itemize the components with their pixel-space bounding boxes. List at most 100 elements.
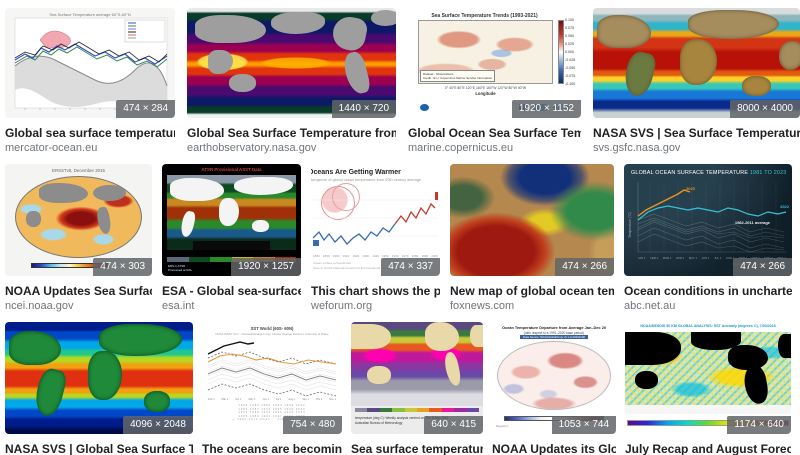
result-title[interactable]: Global Sea Surface Temperature from AMSR… [187, 126, 396, 140]
thumbnail-sst-line-chart[interactable]: Sea Surface Temperature average 60°S-60°… [5, 8, 175, 118]
result-source[interactable]: abc.net.au [624, 300, 676, 312]
result-card[interactable]: 1440 × 720 Global Sea Surface Temperatur… [187, 8, 396, 154]
colorbar [558, 20, 564, 84]
dimensions-badge: 640 × 415 [424, 416, 483, 434]
result-title[interactable]: This chart shows the planet's o... [311, 284, 440, 298]
mollweide-map [15, 176, 142, 258]
result-card[interactable]: 8000 × 4000 NASA SVS | Sea Surface Tempe… [593, 8, 800, 154]
result-title[interactable]: New map of global ocean temperatures is … [450, 284, 614, 298]
dimensions-badge: 474 × 266 [555, 258, 614, 276]
dimensions-badge: 1440 × 720 [331, 100, 396, 118]
antarctica-band [625, 405, 791, 414]
result-title[interactable]: NASA SVS | Sea Surface Temperature, Sali… [593, 126, 800, 140]
chart-title: Ocean Temperature Departure from Average… [501, 325, 607, 330]
x-ticks: Feb 1 Mar 1 Apr 1 May 1 Jun 1 Jul 1 Aug 1 Sep 1… [208, 398, 336, 401]
result-source[interactable]: mercator-ocean.eu [5, 142, 98, 154]
result-title[interactable]: Ocean conditions in uncharted territory … [624, 284, 792, 298]
dimensions-badge: 474 × 284 [116, 100, 175, 118]
results-row-3: 4096 × 2048 NASA SVS | Global Sea Surfac… [5, 322, 800, 455]
thumbnail-atsr-map[interactable]: ATSR Provisional ASST Data ERS-1 ATSR Pro… [162, 164, 301, 276]
map-footnote: ERS-1 ATSR Processed at RAL [168, 264, 193, 272]
result-title[interactable]: ESA - Global sea-surface temperat... [162, 284, 301, 298]
results-row-2: ERSSTv5, December 2015 474 × 303 NOAA Up… [5, 164, 800, 312]
thumbnail-ocean-departure-map[interactable]: Ocean Temperature Departure from Average… [492, 322, 616, 434]
series-label-2022: 2022 [780, 204, 789, 209]
result-source[interactable]: marine.copernicus.eu [408, 142, 514, 154]
thumbnail-bom-sst-map[interactable]: temperature (deg C): Weekly analysis cen… [351, 322, 483, 434]
thumbnail-nasa-global-sst-map[interactable]: 4096 × 2048 [5, 322, 193, 434]
warming-line-sketch [312, 192, 438, 246]
globe-doodle [321, 183, 360, 220]
result-source[interactable]: weforum.org [311, 300, 373, 312]
thumbnail-sst-world-chart[interactable]: SST World (60S- 60N) NOAA OISST V2.1 · C… [202, 322, 342, 434]
result-title[interactable]: NOAA Updates its Global Sur... [492, 442, 616, 455]
results-row-1: Sea Surface Temperature average 60°S-60°… [5, 8, 800, 154]
result-card[interactable]: 4096 × 2048 NASA SVS | Global Sea Surfac… [5, 322, 193, 455]
thumbnail-amsre-map[interactable]: 1440 × 720 [187, 8, 396, 118]
result-card[interactable]: Sea Surface Temperature Trends (1993-202… [408, 8, 581, 154]
colorbar-ticks: 0.100 0.075 0.050 0.025 0.000 -0.025 -0.050 -0.… [565, 18, 576, 86]
thumbnail-oceans-warmer-chart[interactable]: Oceans Are Getting Warmer Divergence of … [311, 164, 440, 276]
series-label-2023: 2023 [686, 186, 695, 191]
thumbnail-sst-anomaly-map[interactable]: NOAA/NESDIS 50 KM GLOBAL ANALYSIS: SST A… [625, 322, 791, 434]
result-card[interactable]: GLOBAL OCEAN SURFACE TEMPERATURE 1981 TO… [624, 164, 792, 312]
thumbnail-ocean-temperature-globe[interactable]: 474 × 266 [450, 164, 614, 276]
colorbar [355, 408, 480, 412]
result-card[interactable]: 474 × 266 New map of global ocean temper… [450, 164, 614, 312]
result-title[interactable]: The oceans are becoming less abl... [202, 442, 342, 455]
chart-subtitle: (with respect to a 1991–2020 base period… [524, 330, 584, 335]
chart-title: Sea Surface Temperature Trends (1993-202… [431, 13, 538, 19]
result-title[interactable]: Sea surface temperature - Refere... [351, 442, 483, 455]
result-source[interactable]: ncei.noaa.gov [5, 300, 74, 312]
map-credit: Dataset : Observations Credit : E.U. Cop… [420, 70, 496, 82]
dimensions-badge: 1920 × 1257 [231, 258, 301, 276]
thumbnail-ersstv5-map[interactable]: ERSSTv5, December 2015 474 × 303 [5, 164, 152, 276]
anomaly-map-area [625, 332, 791, 414]
thumbnail-nasa-sst-salinity-map[interactable]: 8000 × 4000 [593, 8, 800, 118]
result-source[interactable]: svs.gsfc.nasa.gov [593, 142, 681, 154]
result-card[interactable]: temperature (deg C): Weekly analysis cen… [351, 322, 483, 455]
line-chart-sketch [14, 17, 168, 110]
result-card[interactable]: Oceans Are Getting Warmer Divergence of … [311, 164, 440, 312]
result-card[interactable]: ATSR Provisional ASST Data ERS-1 ATSR Pro… [162, 164, 301, 312]
result-title[interactable]: NOAA Updates Sea Surface Tempe... [5, 284, 152, 298]
result-card[interactable]: NOAA/NESDIS 50 KM GLOBAL ANALYSIS: SST A… [625, 322, 791, 455]
dimensions-badge: 1053 × 744 [551, 416, 616, 434]
x-ticks: 1880 1890 1900 1910 1920 1930 1940 1950 1960 1970… [313, 254, 438, 258]
x-ticks: 0° 40°E 80°E 120°E 160°E 160°W 120°W 80°… [444, 86, 527, 90]
sst-spaghetti-sketch [207, 341, 337, 397]
dimensions-badge: 754 × 480 [283, 416, 342, 434]
result-title[interactable]: Global Ocean Sea Surface Temperature tre… [408, 126, 581, 140]
thumbnail-sst-trends-map[interactable]: Sea Surface Temperature Trends (1993-202… [408, 8, 581, 118]
chart-subtitle: NOAA OISST V2.1 · ClimateReanalyzer.org … [215, 332, 329, 336]
dimensions-badge: 4096 × 2048 [123, 416, 193, 434]
chart-subtitle: Divergence of global ocean temperature f… [311, 178, 421, 182]
result-card[interactable]: ERSSTv5, December 2015 474 × 303 NOAA Up… [5, 164, 152, 312]
dimensions-badge: 474 × 266 [733, 258, 792, 276]
bom-map-area [351, 322, 483, 406]
thumbnail-global-ocean-temp-chart[interactable]: GLOBAL OCEAN SURFACE TEMPERATURE 1981 TO… [624, 164, 792, 276]
dimensions-badge: 8000 × 4000 [730, 100, 800, 118]
result-source[interactable]: foxnews.com [450, 300, 515, 312]
chart-title: SST World (60S- 60N) [250, 326, 294, 331]
result-title[interactable]: NASA SVS | Global Sea Surface Temperatur… [5, 442, 193, 455]
spaghetti-chart-sketch [637, 182, 787, 253]
data-source-note: Data Source: NOAAGlobalTemp v5.1-0-20230… [492, 335, 616, 339]
chart-title: Sea Surface Temperature average 60°S-60°… [49, 12, 131, 17]
dimensions-badge: 474 × 337 [381, 258, 440, 276]
result-title[interactable]: Global sea surface temperatures reach re… [5, 126, 175, 140]
result-card[interactable]: SST World (60S- 60N) NOAA OISST V2.1 · C… [202, 322, 342, 455]
chart-title: Oceans Are Getting Warmer [311, 169, 401, 176]
units-label: Degrees C [496, 425, 509, 428]
result-title[interactable]: July Recap and August Forecasts for Tem.… [625, 442, 791, 455]
result-card[interactable]: Sea Surface Temperature average 60°S-60°… [5, 8, 175, 154]
departure-map-area [496, 341, 612, 410]
result-card[interactable]: Ocean Temperature Departure from Average… [492, 322, 616, 455]
atsr-map-area [167, 175, 296, 250]
y-axis-label: Temperature (°C) [628, 211, 632, 238]
chart-title: GLOBAL OCEAN SURFACE TEMPERATURE 1981 TO… [631, 170, 787, 176]
dimensions-badge: 1174 × 640 [727, 416, 791, 434]
result-source[interactable]: esa.int [162, 300, 195, 312]
result-source[interactable]: earthobservatory.nasa.gov [187, 142, 317, 154]
